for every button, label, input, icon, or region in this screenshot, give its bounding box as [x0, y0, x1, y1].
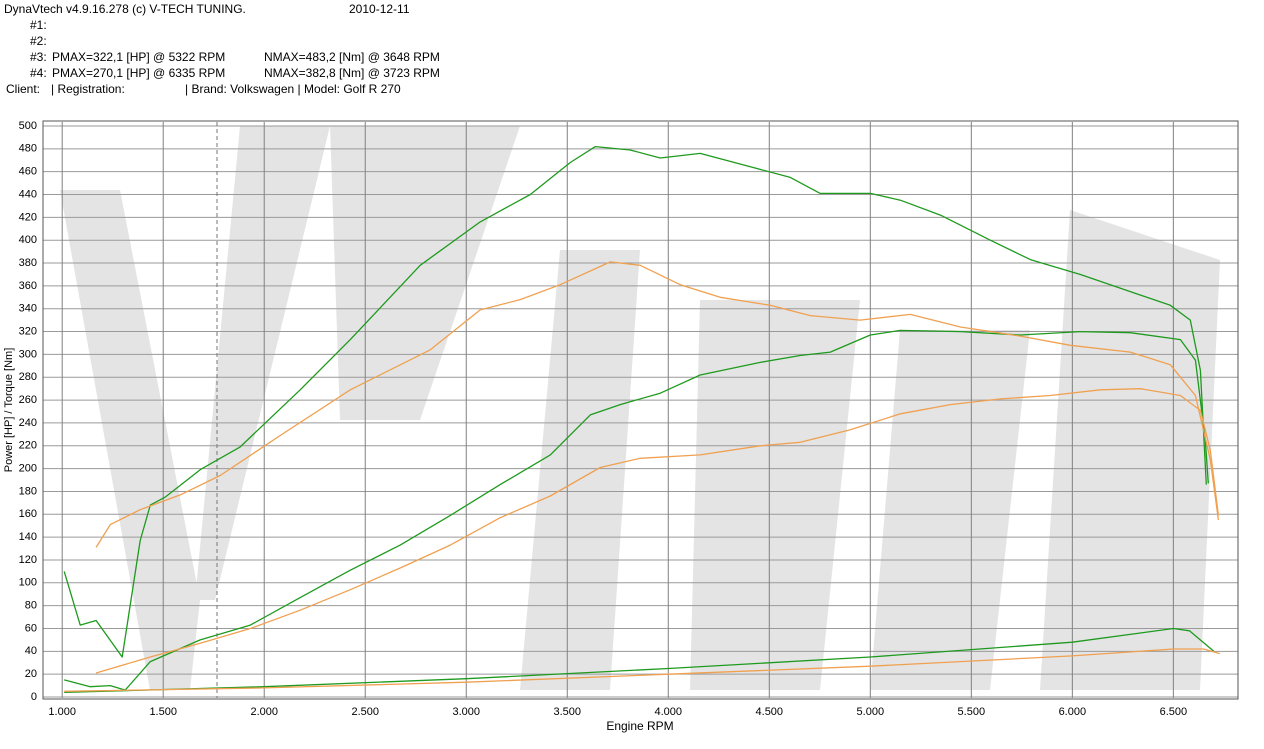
run-label: #3:: [30, 50, 47, 64]
curves: [63, 145, 1220, 694]
curve: [64, 329, 1209, 691]
plot-frame: [42, 120, 1239, 700]
y-tick-label: 420: [19, 211, 37, 223]
y-tick-label: 260: [19, 394, 37, 406]
program-title: DynaVtech v4.9.16.278 (c) V-TECH TUNING.: [4, 2, 246, 16]
y-tick-label: 220: [19, 440, 37, 452]
run-pmax: PMAX=322,1 [HP] @ 5322 RPM: [52, 50, 225, 64]
x-tick-label: 6.000: [1059, 706, 1087, 718]
y-tick-label: 0: [31, 691, 37, 703]
watermark-shape: [520, 250, 640, 690]
y-tick-label: 480: [19, 143, 37, 155]
date: 2010-12-11: [349, 2, 410, 16]
run-nmax: NMAX=483,2 [Nm] @ 3648 RPM: [264, 50, 440, 64]
curve: [63, 145, 1207, 658]
curve: [64, 648, 1220, 692]
y-tick-label: 380: [19, 257, 37, 269]
y-axis-title: Power [HP] / Torque [Nm]: [3, 348, 15, 473]
curve: [95, 261, 1220, 548]
y-tick-label: 500: [19, 120, 37, 132]
y-tick-label: 100: [19, 577, 37, 589]
y-tick-label: 80: [25, 600, 37, 612]
x-tick-label: 3.000: [452, 706, 480, 718]
watermark-shape: [60, 190, 200, 690]
watermark: [60, 126, 1220, 690]
run-nmax: NMAX=382,8 [Nm] @ 3723 RPM: [264, 66, 440, 80]
y-tick-label: 140: [19, 531, 37, 543]
watermark-shape: [330, 126, 520, 420]
run-label: #2:: [30, 34, 47, 48]
y-tick-label: 440: [19, 188, 37, 200]
y-tick-label: 120: [19, 554, 37, 566]
run-pmax: PMAX=270,1 [HP] @ 6335 RPM: [52, 66, 225, 80]
y-tick-label: 200: [19, 463, 37, 475]
x-tick-label: 1.500: [149, 706, 177, 718]
y-tick-label: 340: [19, 303, 37, 315]
x-tick-label: 5.500: [958, 706, 986, 718]
y-tick-label: 160: [19, 508, 37, 520]
x-tick-label: 6.500: [1160, 706, 1188, 718]
x-tick-label: 2.000: [250, 706, 278, 718]
run-label: #1:: [30, 18, 47, 32]
watermark-shape: [690, 300, 860, 690]
y-tick-label: 20: [25, 668, 37, 680]
curve: [95, 388, 1220, 674]
registration: | Registration:: [51, 82, 125, 96]
run-label: #4:: [30, 66, 47, 80]
y-tick-label: 360: [19, 280, 37, 292]
x-axis-title: Engine RPM: [606, 719, 673, 733]
x-tick-label: 5.000: [857, 706, 885, 718]
y-tick-label: 460: [19, 166, 37, 178]
x-tick-label: 3.500: [553, 706, 581, 718]
y-tick-label: 40: [25, 645, 37, 657]
y-tick-label: 240: [19, 417, 37, 429]
y-tick-label: 60: [25, 622, 37, 634]
client: Client:: [6, 82, 40, 96]
y-tick-label: 300: [19, 348, 37, 360]
y-tick-label: 320: [19, 325, 37, 337]
x-tick-label: 4.500: [756, 706, 784, 718]
y-tick-label: 180: [19, 485, 37, 497]
x-tick-label: 1.000: [48, 706, 76, 718]
vehicle: | Brand: Volkswagen | Model: Golf R 270: [185, 82, 401, 96]
watermark-shape: [195, 126, 330, 600]
y-tick-label: 280: [19, 371, 37, 383]
y-tick-label: 400: [19, 234, 37, 246]
curve: [64, 627, 1215, 694]
watermark-shape: [1040, 210, 1220, 690]
x-tick-label: 2.500: [351, 706, 379, 718]
watermark-shape: [870, 330, 1030, 690]
x-tick-label: 4.000: [655, 706, 683, 718]
